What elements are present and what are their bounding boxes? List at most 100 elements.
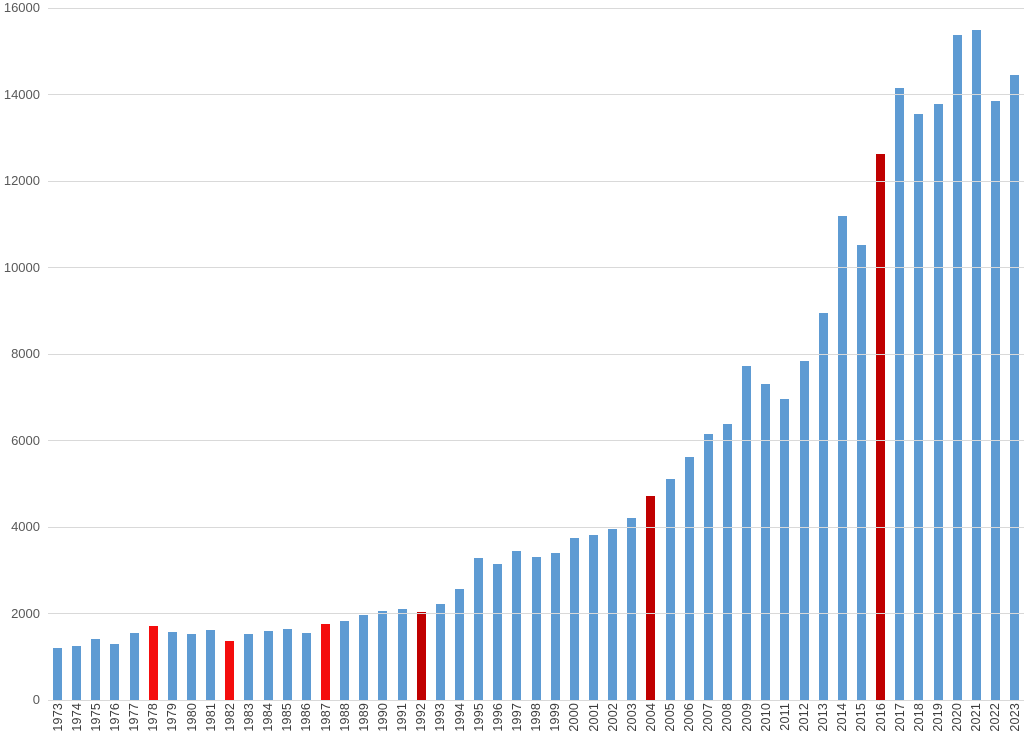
bar-2005 bbox=[665, 479, 675, 700]
bar-slot-2023 bbox=[1005, 8, 1024, 700]
bar-1984 bbox=[263, 630, 273, 700]
bar-slot-1988 bbox=[335, 8, 354, 700]
x-tick-slot-1995: 1995 bbox=[469, 703, 488, 739]
bar-2019 bbox=[933, 104, 943, 700]
x-tick-slot-2007: 2007 bbox=[699, 703, 718, 739]
bar-slot-1989 bbox=[354, 8, 373, 700]
x-tick-label: 1990 bbox=[375, 703, 390, 732]
bar-2021 bbox=[971, 29, 981, 700]
bar-slot-2011 bbox=[775, 8, 794, 700]
bar-slot-1981 bbox=[201, 8, 220, 700]
bar-1976 bbox=[110, 643, 120, 700]
x-tick-slot-2011: 2011 bbox=[775, 703, 794, 739]
gridline-14000 bbox=[48, 94, 1024, 95]
bar-slot-2021 bbox=[967, 8, 986, 700]
bar-1997 bbox=[512, 551, 522, 700]
x-tick-label: 1988 bbox=[337, 703, 352, 732]
x-tick-slot-1975: 1975 bbox=[86, 703, 105, 739]
bar-slot-1998 bbox=[527, 8, 546, 700]
bar-slot-1983 bbox=[239, 8, 258, 700]
x-tick-slot-2022: 2022 bbox=[986, 703, 1005, 739]
gridline-4000 bbox=[48, 526, 1024, 528]
bar-1985 bbox=[282, 628, 292, 700]
x-tick-label: 2017 bbox=[892, 703, 907, 732]
gridline-0 bbox=[48, 699, 1024, 701]
x-tick-label: 2007 bbox=[701, 703, 716, 732]
bar-1986 bbox=[301, 632, 311, 700]
x-tick-label: 1997 bbox=[509, 703, 524, 732]
x-tick-label: 1981 bbox=[203, 703, 218, 732]
bar-slot-2022 bbox=[986, 8, 1005, 700]
bar-2009 bbox=[742, 365, 752, 700]
y-tick-label: 10000 bbox=[3, 259, 40, 275]
gridline-2000 bbox=[48, 613, 1024, 614]
bar-slot-1975 bbox=[86, 8, 105, 700]
x-tick-slot-1993: 1993 bbox=[431, 703, 450, 739]
bar-2014 bbox=[837, 215, 847, 700]
x-tick-slot-2010: 2010 bbox=[756, 703, 775, 739]
x-tick-label: 1985 bbox=[280, 703, 295, 732]
bar-1977 bbox=[129, 633, 139, 700]
x-tick-slot-1982: 1982 bbox=[220, 703, 239, 739]
x-tick-label: 1978 bbox=[146, 703, 161, 732]
bar-2018 bbox=[914, 114, 924, 700]
bar-slot-1992 bbox=[412, 8, 431, 700]
x-tick-slot-1988: 1988 bbox=[335, 703, 354, 739]
bar-slot-1978 bbox=[144, 8, 163, 700]
x-tick-label: 1984 bbox=[261, 703, 276, 732]
bar-1995 bbox=[474, 558, 484, 700]
y-tick-label: 4000 bbox=[11, 519, 40, 534]
x-tick-label: 1992 bbox=[414, 703, 429, 732]
x-tick-label: 2013 bbox=[816, 703, 831, 732]
x-tick-slot-2008: 2008 bbox=[718, 703, 737, 739]
bar-slot-1980 bbox=[182, 8, 201, 700]
gridline-10000 bbox=[48, 267, 1024, 268]
x-tick-label: 2011 bbox=[777, 703, 792, 731]
x-tick-label: 1998 bbox=[529, 703, 544, 732]
bar-2015 bbox=[856, 244, 866, 700]
x-tick-label: 1980 bbox=[184, 703, 199, 732]
x-tick-slot-2016: 2016 bbox=[871, 703, 890, 739]
x-tick-slot-1989: 1989 bbox=[354, 703, 373, 739]
x-tick-slot-2021: 2021 bbox=[967, 703, 986, 739]
bar-1978 bbox=[148, 626, 158, 700]
gridline-8000 bbox=[48, 353, 1024, 355]
x-tick-slot-1996: 1996 bbox=[488, 703, 507, 739]
bar-1991 bbox=[397, 608, 407, 700]
x-tick-slot-1987: 1987 bbox=[316, 703, 335, 739]
x-tick-label: 1973 bbox=[50, 703, 65, 732]
bar-slot-2012 bbox=[794, 8, 813, 700]
bar-2010 bbox=[761, 383, 771, 700]
bar-slot-2014 bbox=[833, 8, 852, 700]
x-tick-label: 2020 bbox=[950, 703, 965, 732]
x-tick-label: 2021 bbox=[969, 703, 984, 732]
bar-slot-1973 bbox=[48, 8, 67, 700]
x-tick-label: 2018 bbox=[911, 703, 926, 732]
x-tick-slot-2019: 2019 bbox=[928, 703, 947, 739]
x-tick-label: 1976 bbox=[107, 703, 122, 732]
x-axis: 1973 1974 1975 1976 1977 1978 1979 1980 1981 1982… bbox=[48, 703, 1024, 739]
bar-1980 bbox=[187, 633, 197, 700]
bar-slot-2017 bbox=[890, 8, 909, 700]
x-tick-slot-1979: 1979 bbox=[163, 703, 182, 739]
bar-slot-1979 bbox=[163, 8, 182, 700]
x-tick-label: 2014 bbox=[835, 703, 850, 732]
x-tick-label: 1995 bbox=[471, 703, 486, 732]
bar-slot-2019 bbox=[928, 8, 947, 700]
x-tick-label: 2006 bbox=[682, 703, 697, 732]
bar-slot-1974 bbox=[67, 8, 86, 700]
bar-1973 bbox=[53, 648, 63, 700]
bar-2003 bbox=[627, 517, 637, 700]
plot-area bbox=[48, 7, 1024, 701]
x-tick-slot-1980: 1980 bbox=[182, 703, 201, 739]
bar-slot-1997 bbox=[507, 8, 526, 700]
bar-2013 bbox=[818, 312, 828, 700]
bar-slot-1986 bbox=[297, 8, 316, 700]
x-tick-slot-1974: 1974 bbox=[67, 703, 86, 739]
bar-1987 bbox=[321, 623, 331, 700]
bar-slot-1987 bbox=[316, 8, 335, 700]
x-tick-label: 2012 bbox=[797, 703, 812, 732]
x-tick-slot-1997: 1997 bbox=[507, 703, 526, 739]
bar-slot-2008 bbox=[718, 8, 737, 700]
bar-1974 bbox=[72, 645, 82, 700]
